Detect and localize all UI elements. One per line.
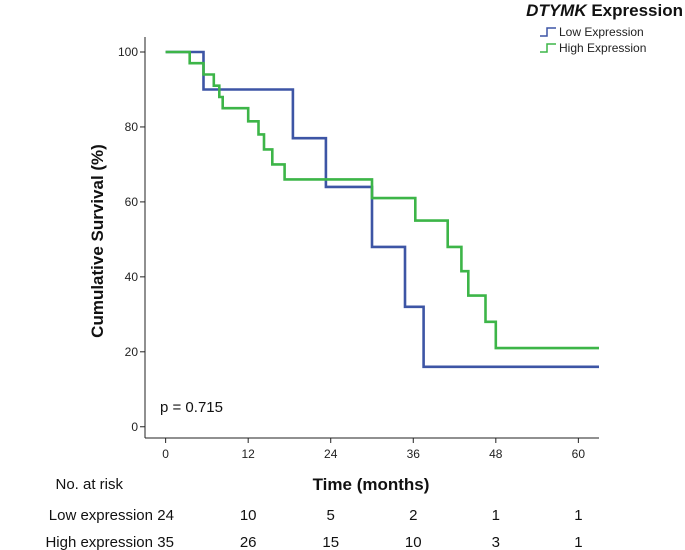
y-tick-label: 60 (125, 195, 139, 209)
legend-title: DTYMK Expression (526, 1, 683, 20)
risk-value: 5 (327, 507, 335, 524)
legend: Low Expression High Expression (540, 25, 646, 55)
x-tick-label: 0 (162, 447, 169, 461)
survival-curve-low (165, 50, 599, 369)
legend-title-italic: DTYMK (526, 1, 588, 20)
risk-row-label: High expression (45, 534, 153, 550)
survival-curves (165, 50, 599, 369)
legend-swatch (540, 27, 556, 37)
y-tick-label: 0 (131, 420, 138, 434)
x-axis-title: Time (months) (313, 475, 430, 494)
x-tick-label: 36 (407, 447, 421, 461)
y-tick-label: 80 (125, 120, 139, 134)
risk-value: 26 (240, 534, 257, 550)
survival-curve-high (165, 50, 599, 350)
y-tick-label: 100 (118, 45, 138, 59)
legend-title-rest: Expression (587, 1, 683, 20)
risk-table: Low expression 24 10 5 2 1 1 High expression 35 2… (45, 507, 582, 550)
p-value-annotation: p = 0.715 (160, 399, 223, 416)
legend-label: High Expression (559, 41, 646, 55)
risk-value: 1 (574, 534, 582, 550)
risk-value: 3 (492, 534, 500, 550)
y-tick-label: 40 (125, 270, 139, 284)
risk-value: 1 (574, 507, 582, 524)
y-axis-title: Cumulative Survival (%) (88, 144, 107, 338)
risk-table-title: No. at risk (55, 476, 123, 493)
risk-value: 24 (157, 507, 174, 524)
axes (144, 37, 599, 439)
legend-label: Low Expression (559, 25, 644, 39)
risk-value: 1 (492, 507, 500, 524)
y-tick-label: 20 (125, 345, 139, 359)
risk-value: 2 (409, 507, 417, 524)
x-tick-label: 24 (324, 447, 338, 461)
risk-value: 10 (405, 534, 422, 550)
risk-value: 15 (322, 534, 339, 550)
risk-value: 10 (240, 507, 257, 524)
risk-row-label: Low expression (49, 507, 153, 524)
risk-value: 35 (157, 534, 174, 550)
x-tick-label: 48 (489, 447, 503, 461)
axis-ticks: 0 20 40 60 80 100 0 12 24 36 48 60 (118, 45, 585, 461)
legend-swatch (540, 43, 556, 53)
x-tick-label: 12 (242, 447, 256, 461)
x-tick-label: 60 (572, 447, 586, 461)
